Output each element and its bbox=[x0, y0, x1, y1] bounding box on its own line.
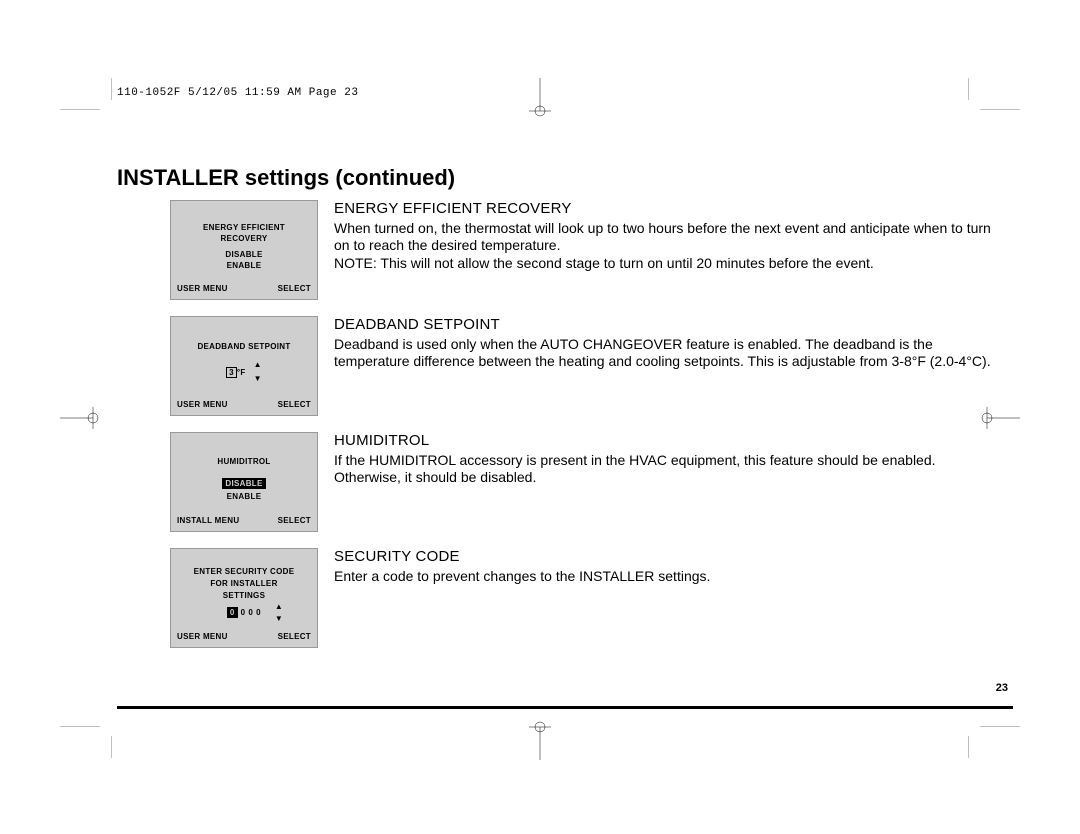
code-digit: 0 bbox=[256, 608, 261, 617]
down-arrow-icon[interactable]: ▼ bbox=[275, 615, 283, 623]
lcd-security-code: ENTER SECURITY CODE FOR INSTALLER SETTIN… bbox=[170, 548, 318, 648]
lcd-title: DEADBAND SETPOINT bbox=[197, 342, 290, 351]
lcd-line: ENABLE bbox=[227, 261, 262, 270]
registration-mark-left bbox=[60, 407, 105, 429]
lcd-option: ENABLE bbox=[227, 492, 262, 501]
code-digit: 0 bbox=[241, 608, 246, 617]
lcd-left-button[interactable]: USER MENU bbox=[177, 400, 228, 409]
page-number: 23 bbox=[996, 682, 1008, 694]
code-digit: 0 bbox=[227, 607, 238, 618]
section-body: Enter a code to prevent changes to the I… bbox=[334, 568, 1005, 586]
lcd-line: ENERGY EFFICIENT bbox=[203, 223, 285, 232]
section-title: DEADBAND SETPOINT bbox=[334, 316, 1005, 335]
up-arrow-icon[interactable]: ▲ bbox=[254, 361, 262, 369]
lcd-left-button[interactable]: USER MENU bbox=[177, 632, 228, 641]
crop-mark bbox=[60, 726, 112, 758]
lcd-option-selected: DISABLE bbox=[222, 478, 265, 489]
section-body: If the HUMIDITROL accessory is present i… bbox=[334, 452, 1005, 487]
lcd-deadband: DEADBAND SETPOINT 3°F ▲ ▼ USER MENU SELE… bbox=[170, 316, 318, 416]
lcd-title: HUMIDITROL bbox=[217, 457, 270, 466]
registration-mark-top bbox=[529, 78, 551, 123]
crop-mark bbox=[968, 78, 1020, 110]
crop-mark bbox=[968, 726, 1020, 758]
registration-mark-bottom bbox=[529, 715, 551, 760]
lcd-left-button[interactable]: INSTALL MENU bbox=[177, 516, 239, 525]
lcd-right-button[interactable]: SELECT bbox=[278, 516, 311, 525]
lcd-humiditrol: HUMIDITROL DISABLE ENABLE INSTALL MENU S… bbox=[170, 432, 318, 532]
lcd-energy-recovery: ENERGY EFFICIENT RECOVERY DISABLE ENABLE… bbox=[170, 200, 318, 300]
page-title: INSTALLER settings (continued) bbox=[117, 165, 455, 191]
lcd-line: SETTINGS bbox=[223, 591, 265, 600]
lcd-value: 3 bbox=[226, 367, 237, 378]
crop-mark bbox=[60, 78, 112, 110]
down-arrow-icon[interactable]: ▼ bbox=[254, 375, 262, 383]
lcd-line: FOR INSTALLER bbox=[210, 579, 277, 588]
section-note: NOTE: This will not allow the second sta… bbox=[334, 255, 1005, 273]
section-title: SECURITY CODE bbox=[334, 548, 1005, 567]
lcd-unit: °F bbox=[237, 368, 246, 377]
lcd-left-button[interactable]: USER MENU bbox=[177, 284, 228, 293]
lcd-line: DISABLE bbox=[225, 250, 262, 259]
document-header-meta: 110-1052F 5/12/05 11:59 AM Page 23 bbox=[117, 87, 358, 99]
lcd-right-button[interactable]: SELECT bbox=[278, 400, 311, 409]
section-body: Deadband is used only when the AUTO CHAN… bbox=[334, 336, 1005, 371]
lcd-line: ENTER SECURITY CODE bbox=[194, 567, 295, 576]
section-title: ENERGY EFFICIENT RECOVERY bbox=[334, 200, 1005, 219]
section-body: When turned on, the thermostat will look… bbox=[334, 220, 1005, 255]
section-title: HUMIDITROL bbox=[334, 432, 1005, 451]
code-digit: 0 bbox=[248, 608, 253, 617]
bottom-divider bbox=[117, 706, 1013, 709]
lcd-right-button[interactable]: SELECT bbox=[278, 632, 311, 641]
lcd-line: RECOVERY bbox=[220, 234, 267, 243]
lcd-right-button[interactable]: SELECT bbox=[278, 284, 311, 293]
up-arrow-icon[interactable]: ▲ bbox=[275, 603, 283, 611]
